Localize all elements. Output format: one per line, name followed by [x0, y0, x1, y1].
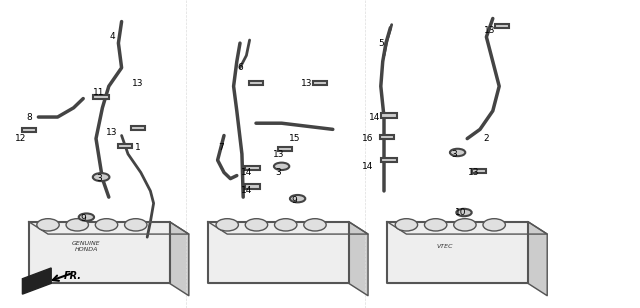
Text: 6: 6 — [237, 63, 243, 72]
Text: 8: 8 — [26, 112, 31, 122]
Bar — [118, 144, 132, 148]
Polygon shape — [208, 222, 349, 283]
Text: 9: 9 — [292, 196, 297, 205]
Text: 3: 3 — [276, 168, 281, 177]
Text: 13: 13 — [132, 79, 143, 88]
Text: 16: 16 — [362, 134, 374, 143]
Text: 1: 1 — [135, 143, 140, 152]
Ellipse shape — [483, 219, 506, 231]
Bar — [381, 113, 397, 118]
Ellipse shape — [304, 219, 326, 231]
Text: GENUINE
HONDA: GENUINE HONDA — [72, 241, 100, 252]
Text: 14: 14 — [369, 112, 380, 122]
Polygon shape — [29, 222, 170, 283]
Ellipse shape — [396, 219, 417, 231]
Text: FR.: FR. — [64, 271, 82, 281]
Circle shape — [456, 209, 472, 216]
Bar — [278, 147, 292, 152]
Text: 12: 12 — [15, 134, 26, 143]
Bar — [245, 184, 260, 188]
Ellipse shape — [36, 219, 60, 231]
Circle shape — [274, 163, 289, 170]
Text: 14: 14 — [241, 168, 252, 177]
Text: 13: 13 — [468, 168, 479, 177]
Text: 7: 7 — [218, 143, 223, 152]
Polygon shape — [387, 222, 528, 283]
Ellipse shape — [454, 219, 476, 231]
Polygon shape — [170, 222, 189, 296]
Bar — [93, 95, 109, 99]
Bar — [249, 81, 263, 85]
Text: 10: 10 — [455, 208, 467, 217]
Text: 3: 3 — [97, 174, 102, 183]
Bar — [381, 158, 397, 162]
Ellipse shape — [275, 219, 297, 231]
Circle shape — [290, 195, 305, 202]
Bar — [313, 81, 327, 85]
Ellipse shape — [95, 219, 118, 231]
Ellipse shape — [216, 219, 238, 231]
Ellipse shape — [125, 219, 147, 231]
Text: 13: 13 — [106, 128, 118, 137]
Ellipse shape — [245, 219, 268, 231]
Bar — [22, 128, 36, 132]
Circle shape — [79, 213, 94, 221]
Text: 13: 13 — [484, 26, 495, 35]
Polygon shape — [349, 222, 368, 296]
Polygon shape — [208, 222, 368, 234]
Text: 13: 13 — [301, 79, 313, 88]
Text: 4: 4 — [109, 32, 115, 42]
Text: 14: 14 — [241, 186, 252, 196]
Polygon shape — [387, 222, 547, 234]
Circle shape — [450, 149, 465, 156]
Ellipse shape — [424, 219, 447, 231]
Bar — [472, 169, 486, 173]
Bar — [495, 24, 509, 28]
Polygon shape — [528, 222, 547, 296]
Text: 2: 2 — [484, 134, 489, 143]
Text: 5: 5 — [378, 38, 383, 48]
Text: VTEC: VTEC — [436, 244, 453, 249]
Circle shape — [93, 173, 109, 181]
Polygon shape — [22, 268, 51, 294]
Bar — [380, 135, 394, 139]
Text: 13: 13 — [273, 149, 284, 159]
Polygon shape — [29, 222, 189, 234]
Bar — [245, 166, 260, 170]
Ellipse shape — [66, 219, 88, 231]
Text: 14: 14 — [362, 162, 374, 171]
Text: 15: 15 — [289, 134, 300, 143]
Text: 11: 11 — [93, 88, 105, 97]
Text: 9: 9 — [81, 214, 86, 223]
Text: 3: 3 — [452, 149, 457, 159]
Bar — [131, 126, 145, 130]
